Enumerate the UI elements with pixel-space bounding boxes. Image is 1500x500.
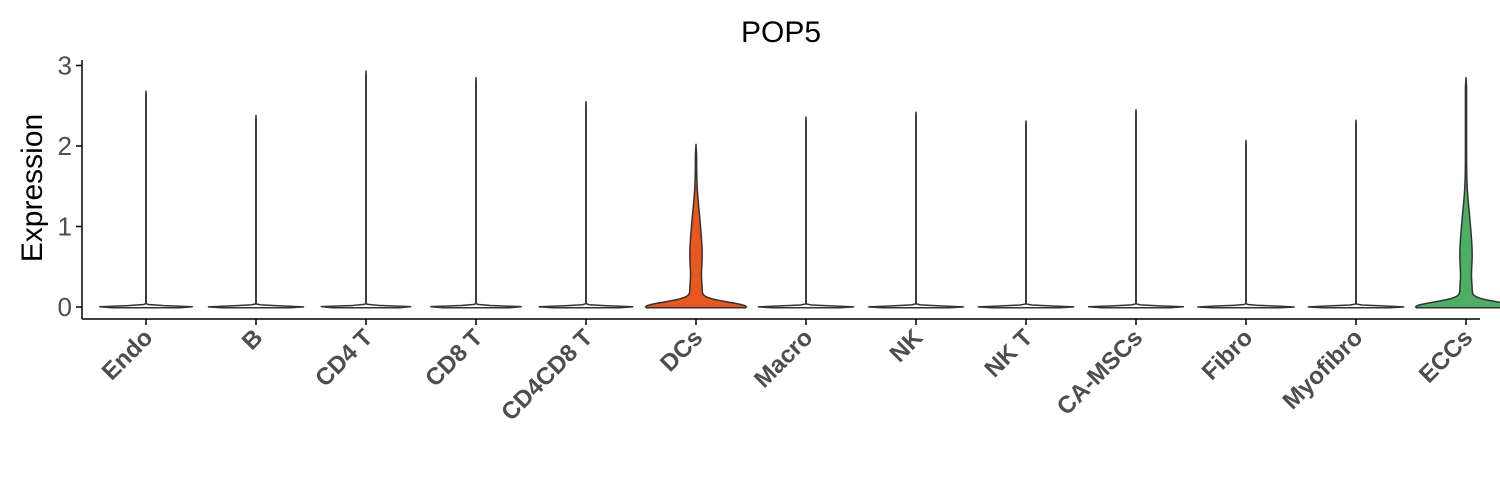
x-tick-label: B <box>237 324 268 355</box>
x-ticks-group: Endo B CD4 T CD8 T CD4CD8 T DCs Macro NK NK T CA-… <box>97 319 1478 426</box>
axes-group <box>81 60 1480 320</box>
y-tick-label: 2 <box>58 131 72 161</box>
y-axis-title: Expression <box>16 114 49 262</box>
violin-nk <box>867 111 965 309</box>
x-tick-label: CD4CD8 T <box>496 324 598 426</box>
violin-myofibro <box>1307 119 1405 309</box>
x-tick-label: CA-MSCs <box>1052 324 1148 420</box>
x-tick-label: NK T <box>980 324 1039 383</box>
x-tick-label: Macro <box>749 324 818 393</box>
violin-cd4-t <box>320 70 412 309</box>
violins-group <box>99 70 1500 309</box>
y-tick-label: 1 <box>58 212 72 242</box>
violin-cd8-t <box>430 76 522 309</box>
x-tick-label: DCs <box>655 324 708 377</box>
x-tick-label: Endo <box>97 324 159 386</box>
x-tick-label: Myofibro <box>1278 324 1369 415</box>
violin-eccs <box>1414 76 1500 309</box>
x-tick-label: CD8 T <box>420 324 488 392</box>
violin-endo <box>99 90 193 309</box>
violin-dcs <box>644 143 748 309</box>
violin-ca-mscs <box>1087 109 1185 309</box>
violin-b <box>207 114 305 309</box>
y-tick-label: 0 <box>58 292 72 322</box>
chart-title: POP5 <box>741 16 821 49</box>
y-ticks-group: 0 1 2 3 <box>58 51 82 322</box>
x-tick-label: NK <box>885 324 929 368</box>
x-tick-label: ECCs <box>1414 324 1478 388</box>
violin-fibro <box>1197 139 1295 309</box>
violin-cd4cd8-t <box>538 100 634 309</box>
violin-macro <box>757 116 855 309</box>
x-tick-label: CD4 T <box>310 324 378 392</box>
x-tick-label: Fibro <box>1197 324 1259 386</box>
y-tick-label: 3 <box>58 51 72 81</box>
violin-nk-t <box>977 120 1075 309</box>
